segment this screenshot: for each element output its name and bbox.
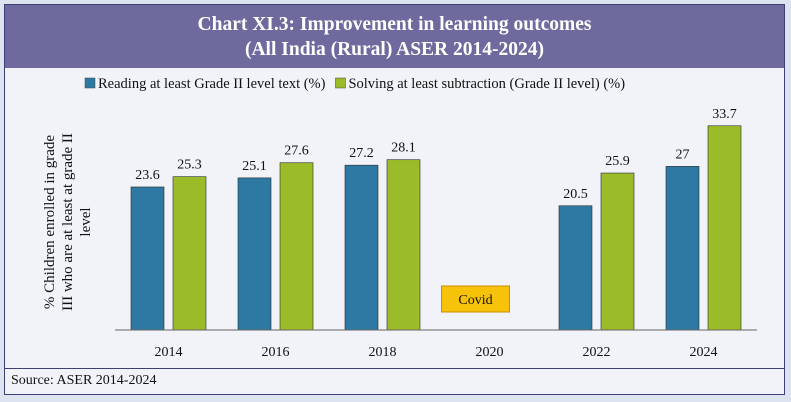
bar-chart: Reading at least Grade II level text (%)…: [42, 76, 757, 360]
bar-reading-2016: [237, 177, 272, 331]
chart-title-line-1: Chart XI.3: Improvement in learning outc…: [197, 14, 592, 35]
bar-reading-2014: [130, 186, 165, 331]
value-label-subtraction-2014: 25.3: [177, 158, 202, 173]
legend-swatch-2: [335, 77, 346, 89]
bar-reading-2024: [665, 166, 700, 331]
legend-label-2: Solving at least subtraction (Grade II l…: [348, 76, 625, 92]
x-tick-label-2014: 2014: [155, 345, 183, 360]
bar-reading-2018: [344, 164, 379, 331]
covid-annotation-box: [441, 285, 510, 313]
value-label-subtraction-2016: 27.6: [284, 144, 309, 159]
value-label-reading-2014: 23.6: [135, 168, 160, 183]
value-label-reading-2022: 20.5: [563, 187, 588, 202]
value-label-subtraction-2024: 33.7: [712, 107, 737, 122]
x-tick-label-2020: 2020: [476, 345, 504, 360]
chart-title: Chart XI.3: Improvement in learning outc…: [5, 5, 784, 68]
bar-subtraction-2024: [707, 125, 742, 331]
value-label-reading-2018: 27.2: [349, 146, 374, 161]
legend-label-1: Reading at least Grade II level text (%): [98, 76, 326, 92]
value-label-reading-2024: 27: [676, 147, 690, 162]
y-axis-label-line-2: III who are at least at grade II: [60, 133, 76, 311]
value-label-reading-2016: 25.1: [242, 159, 267, 174]
x-tick-label-2018: 2018: [369, 345, 397, 360]
covid-annotation-label: Covid: [458, 293, 492, 308]
y-axis-label-line-1: % Children enrolled in grade: [42, 135, 58, 309]
value-label-subtraction-2018: 28.1: [391, 141, 416, 156]
chart-frame: Chart XI.3: Improvement in learning outc…: [4, 4, 785, 395]
bar-subtraction-2016: [279, 162, 314, 331]
bar-subtraction-2022: [600, 172, 635, 331]
x-tick-label-2016: 2016: [262, 345, 290, 360]
chart-title-line-2: (All India (Rural) ASER 2014-2024): [244, 39, 545, 60]
source-note: Source: ASER 2014-2024: [5, 368, 784, 394]
bar-reading-2022: [558, 205, 593, 331]
bar-subtraction-2018: [386, 159, 421, 331]
x-tick-label-2024: 2024: [690, 345, 718, 360]
bar-subtraction-2014: [172, 176, 207, 331]
value-label-subtraction-2022: 25.9: [605, 154, 630, 169]
y-axis-label-line-3: level: [78, 207, 94, 236]
x-tick-label-2022: 2022: [583, 345, 611, 360]
legend-swatch-1: [84, 77, 96, 89]
